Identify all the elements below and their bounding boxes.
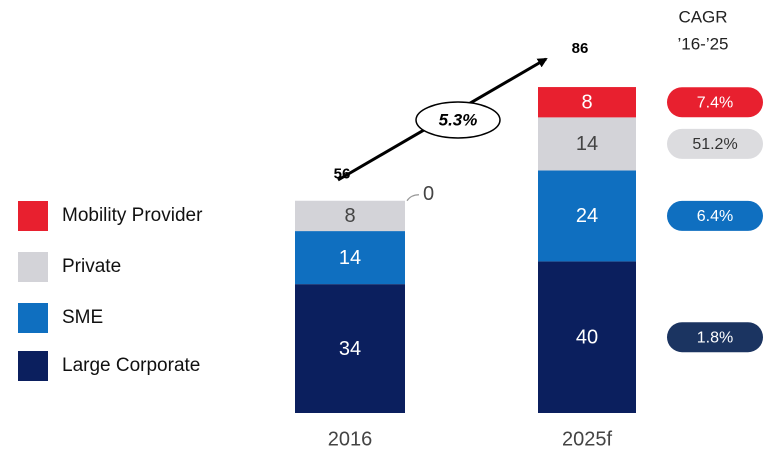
cagr-bubble <box>667 87 763 118</box>
overall-cagr: 5.3% <box>439 110 478 129</box>
total-label: 56 <box>334 166 351 183</box>
data-label: 14 <box>339 247 361 269</box>
bar-segment <box>295 200 405 232</box>
data-label: 8 <box>581 92 592 114</box>
bar-segment <box>295 284 405 413</box>
bar-segment <box>538 170 636 262</box>
total-label: 86 <box>572 40 589 57</box>
data-label: 14 <box>576 133 598 155</box>
legend-label: Large Corporate <box>62 355 200 376</box>
bar-segment <box>538 87 636 118</box>
cagr-bubble <box>667 200 763 231</box>
legend-swatch <box>18 303 48 333</box>
label-leader <box>406 194 420 202</box>
cagr-ellipse <box>415 101 501 139</box>
data-label: 8 <box>344 205 355 227</box>
bar-segment <box>295 231 405 285</box>
data-label: 34 <box>339 338 361 360</box>
legend-swatch <box>18 351 48 381</box>
x-tick-label: 2016 <box>328 428 373 450</box>
legend-swatch <box>18 201 48 231</box>
bar-segment <box>538 117 636 171</box>
cagr-label: 6.4% <box>697 208 733 225</box>
cagr-label: 1.8% <box>697 329 733 346</box>
cagr-title: ’16-’25 <box>677 34 728 53</box>
x-tick-label: 2025f <box>562 428 612 450</box>
data-label: 40 <box>576 326 598 348</box>
bar-segment <box>538 261 636 413</box>
legend-swatch <box>18 252 48 282</box>
legend-label: Private <box>62 256 121 277</box>
cagr-label: 51.2% <box>692 136 737 153</box>
cagr-label: 7.4% <box>697 94 733 111</box>
data-label: 0 <box>423 183 434 205</box>
cagr-title: CAGR <box>678 7 727 26</box>
cagr-bubble <box>667 322 763 353</box>
cagr-bubble <box>667 128 763 159</box>
legend-label: Mobility Provider <box>62 205 203 226</box>
data-label: 24 <box>576 205 598 227</box>
legend-label: SME <box>62 307 103 328</box>
